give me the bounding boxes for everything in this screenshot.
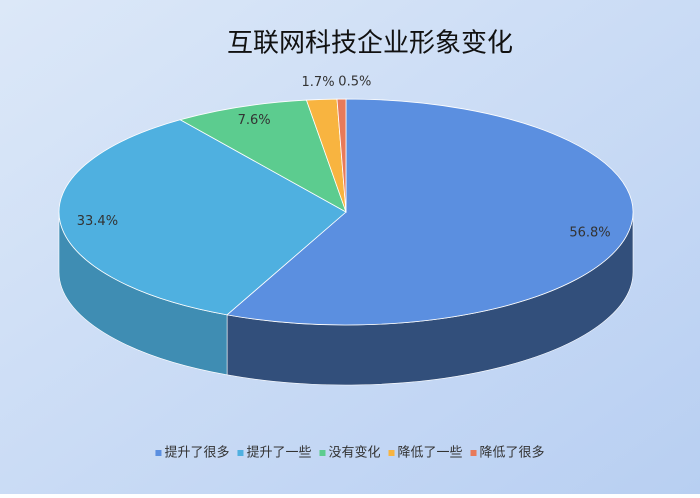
legend-label: 降低了一些 (398, 446, 463, 461)
pie-slice (336, 98, 347, 213)
legend-label: 提升了很多 (164, 445, 229, 461)
data-label: 0.5% (338, 75, 371, 90)
legend-swatch (388, 450, 395, 456)
pie: 56.8% 33.4% 7.6% 1.7% 0.5% (58, 75, 634, 386)
data-label: 56.8% (569, 225, 610, 240)
legend-swatch (237, 450, 244, 456)
legend-label: 提升了一些 (246, 445, 311, 461)
data-label: 1.7% (302, 75, 335, 90)
data-label: 7.6% (238, 113, 271, 128)
legend-label: 没有变化 (328, 445, 380, 461)
chart-title: 互联网科技企业形象变化 (227, 29, 513, 59)
legend: 提升了很多 提升了一些 没有变化 降低了一些 降低了很多 (155, 445, 545, 461)
legend-swatch (155, 450, 162, 456)
legend-item: 提升了一些 (237, 445, 311, 461)
legend-item: 降低了很多 (470, 445, 545, 461)
legend-label: 降低了很多 (480, 445, 545, 461)
data-label: 33.4% (77, 214, 118, 229)
legend-swatch (319, 450, 326, 456)
pie-slice (226, 98, 634, 326)
legend-item: 没有变化 (319, 445, 381, 461)
pie-slice (58, 119, 347, 316)
legend-item: 降低了一些 (388, 446, 463, 461)
legend-swatch (470, 450, 477, 456)
pie-slice (179, 99, 347, 213)
legend-item: 提升了很多 (155, 445, 229, 461)
